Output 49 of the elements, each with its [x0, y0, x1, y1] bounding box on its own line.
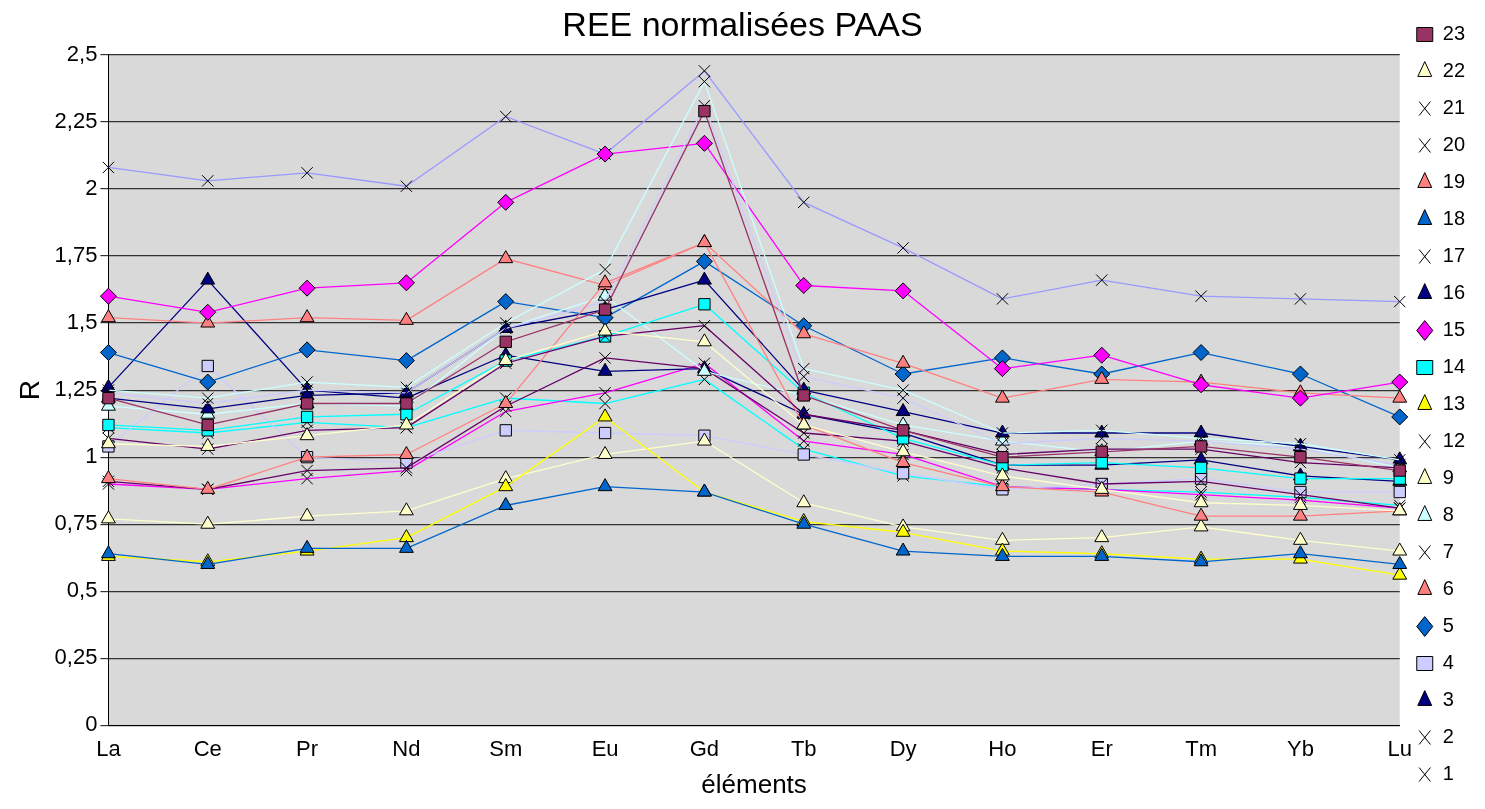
legend-label: 12	[1442, 429, 1465, 452]
y-tick-label: 2,5	[66, 40, 98, 66]
x-tick-label: Nd	[392, 735, 421, 761]
x-tick-label: Dy	[889, 735, 917, 761]
x-tick-label: Tb	[790, 735, 817, 761]
x-tick-label: La	[96, 735, 122, 761]
x-tick-label: Yb	[1286, 735, 1314, 761]
x-tick-label: Gd	[689, 735, 720, 761]
legend-label: 15	[1442, 318, 1465, 341]
y-tick-label: 0,25	[54, 644, 98, 670]
y-tick-label: 1,25	[54, 376, 98, 402]
y-tick-label: 0,75	[54, 510, 98, 536]
legend-label: 14	[1442, 355, 1465, 378]
legend-label: 8	[1442, 503, 1454, 526]
legend-label: 1	[1442, 762, 1454, 785]
y-tick-label: 1,75	[54, 242, 98, 268]
legend-label: 6	[1442, 577, 1454, 600]
legend-label: 18	[1442, 207, 1465, 230]
x-tick-label: Tm	[1185, 735, 1217, 761]
legend-label: 3	[1442, 688, 1454, 711]
x-tick-label: Er	[1090, 735, 1113, 761]
y-tick-label: 1,5	[66, 309, 98, 335]
legend-label: 9	[1442, 466, 1454, 489]
legend-label: 17	[1442, 244, 1465, 267]
x-tick-label: Ce	[193, 735, 222, 761]
legend-label: 5	[1442, 614, 1454, 637]
y-axis-title: R	[13, 379, 45, 401]
legend-label: 13	[1442, 392, 1465, 415]
x-tick-label: Sm	[489, 735, 523, 761]
legend-label: 22	[1442, 59, 1465, 82]
legend-label: 2	[1442, 725, 1454, 748]
x-tick-label: Eu	[591, 735, 619, 761]
y-tick-label: 0,5	[66, 577, 98, 603]
legend-label: 23	[1442, 22, 1465, 45]
legend-label: 20	[1442, 133, 1465, 156]
legend-label: 21	[1442, 96, 1465, 119]
legend-label: 7	[1442, 540, 1454, 563]
y-tick-label: 2	[85, 174, 98, 200]
legend-label: 19	[1442, 170, 1465, 193]
x-tick-label: Pr	[296, 735, 319, 761]
y-tick-label: 0	[85, 711, 98, 737]
x-tick-label: Lu	[1387, 735, 1412, 761]
x-tick-label: Ho	[988, 735, 1017, 761]
legend-label: 16	[1442, 281, 1465, 304]
y-tick-label: 2,25	[54, 107, 98, 133]
chart-title: REE normalisées PAAS	[562, 4, 923, 43]
x-axis-title: éléments	[701, 768, 807, 799]
y-tick-label: 1	[85, 443, 98, 469]
legend-label: 4	[1442, 651, 1454, 674]
